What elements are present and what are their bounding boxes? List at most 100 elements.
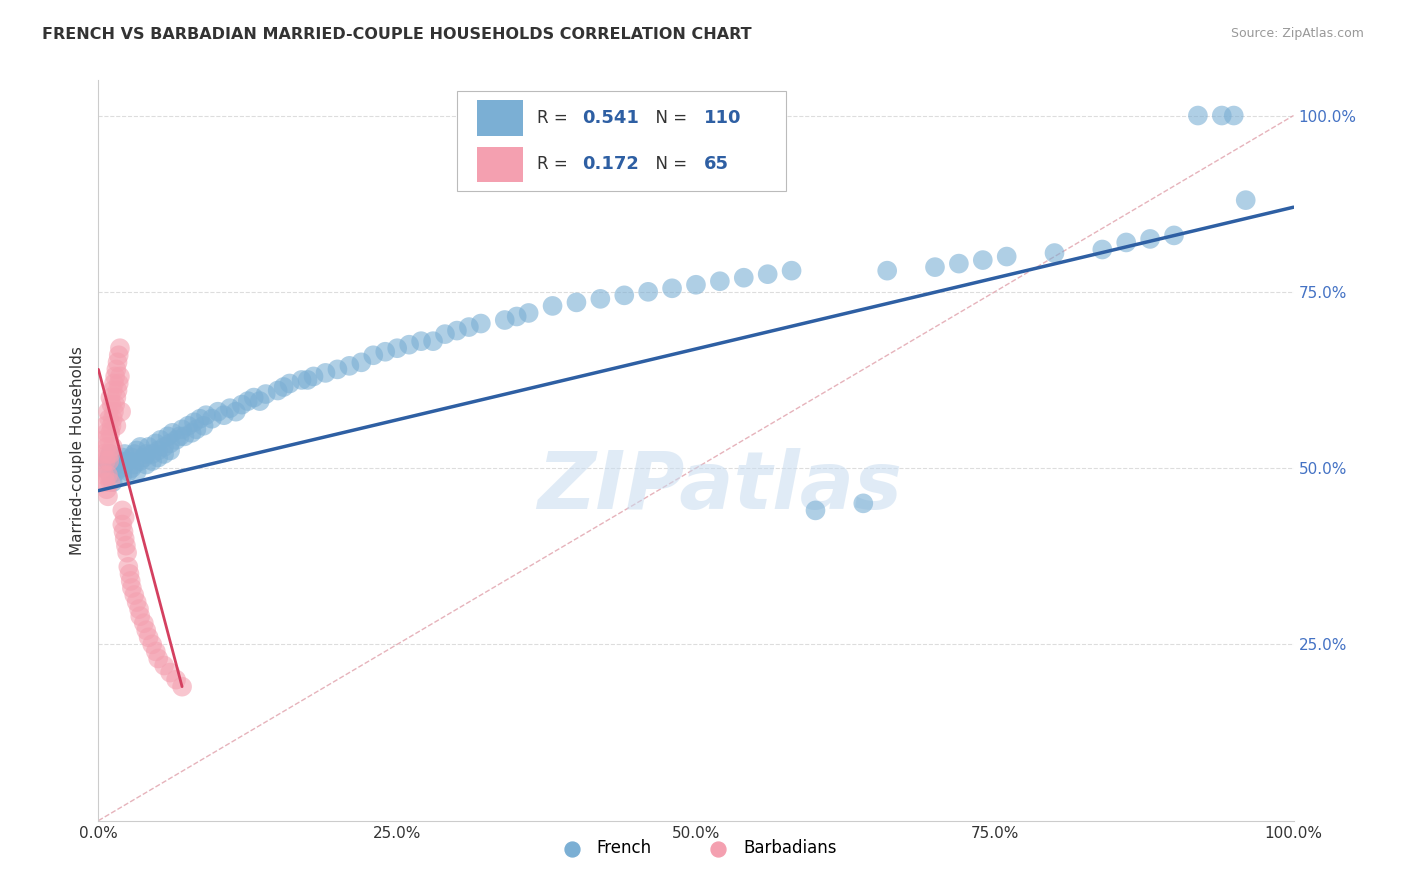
Point (121, 461, 143, 475)
Text: N =: N = (644, 109, 692, 128)
Point (374, 344, 396, 359)
Text: R =: R = (537, 109, 574, 128)
Point (115, 539, 138, 553)
Point (105, 391, 128, 405)
Point (685, 277, 707, 292)
Point (195, 408, 218, 422)
Point (118, 566, 141, 581)
Point (98, 454, 121, 468)
Point (94, 475, 117, 490)
Point (138, 630, 160, 644)
Point (105, 362, 128, 376)
Point (1211, 109, 1233, 123)
Point (105, 458, 128, 472)
Point (148, 443, 170, 458)
Point (145, 436, 167, 450)
Text: ZIPatlas: ZIPatlas (537, 449, 903, 526)
Point (1163, 228, 1185, 243)
Bar (477, 101, 523, 136)
Point (709, 274, 731, 288)
Point (159, 436, 181, 450)
Point (207, 405, 229, 419)
Text: 65: 65 (704, 155, 730, 174)
Point (1115, 235, 1137, 250)
Point (101, 475, 124, 490)
Point (756, 267, 779, 281)
Point (103, 405, 125, 419)
Point (363, 348, 385, 362)
Point (385, 341, 409, 355)
Point (98, 411, 121, 425)
Point (1091, 243, 1114, 257)
Point (91, 461, 114, 475)
Point (243, 391, 266, 405)
Point (273, 380, 295, 394)
Point (948, 257, 970, 271)
Point (291, 373, 314, 387)
Point (135, 458, 157, 472)
Point (132, 450, 155, 465)
Point (115, 546, 138, 560)
Point (177, 418, 200, 433)
Legend: French, Barbadians: French, Barbadians (548, 833, 844, 864)
Point (411, 334, 433, 348)
Point (112, 524, 135, 539)
Point (101, 384, 124, 398)
Point (132, 616, 155, 631)
Point (148, 450, 170, 465)
Point (97, 447, 120, 461)
Point (422, 334, 444, 348)
Point (98, 475, 122, 490)
Text: 110: 110 (704, 109, 742, 128)
Point (100, 398, 122, 412)
Point (114, 458, 136, 472)
Point (96, 425, 118, 440)
Point (125, 465, 148, 479)
Point (111, 503, 134, 517)
Point (254, 387, 277, 401)
Point (111, 468, 134, 483)
Point (91, 447, 114, 461)
Point (278, 376, 301, 391)
Point (114, 510, 136, 524)
Point (98, 433, 121, 447)
Point (236, 394, 259, 409)
Point (124, 458, 146, 472)
Point (97, 405, 120, 419)
Point (105, 465, 128, 479)
Point (165, 673, 187, 687)
Point (111, 450, 134, 465)
Point (186, 422, 208, 436)
Point (101, 411, 124, 425)
Point (145, 644, 167, 658)
Point (135, 447, 157, 461)
Point (212, 408, 235, 422)
Point (297, 373, 319, 387)
Point (326, 362, 349, 376)
Point (124, 447, 146, 461)
Point (149, 433, 172, 447)
Point (517, 306, 540, 320)
Point (141, 447, 163, 461)
Point (446, 324, 468, 338)
Point (613, 288, 636, 302)
Point (1043, 246, 1066, 260)
Point (494, 313, 516, 327)
Point (104, 369, 127, 384)
Point (225, 405, 247, 419)
Point (98, 447, 122, 461)
Point (103, 376, 125, 391)
Point (180, 425, 202, 440)
Point (398, 337, 420, 351)
Point (219, 401, 242, 416)
Point (94, 454, 117, 468)
Point (470, 317, 492, 331)
Point (114, 532, 136, 546)
Point (97, 468, 120, 483)
Point (458, 320, 481, 334)
Point (128, 602, 150, 616)
Point (125, 443, 148, 458)
Point (135, 624, 157, 638)
Point (972, 253, 994, 268)
Point (165, 433, 187, 447)
